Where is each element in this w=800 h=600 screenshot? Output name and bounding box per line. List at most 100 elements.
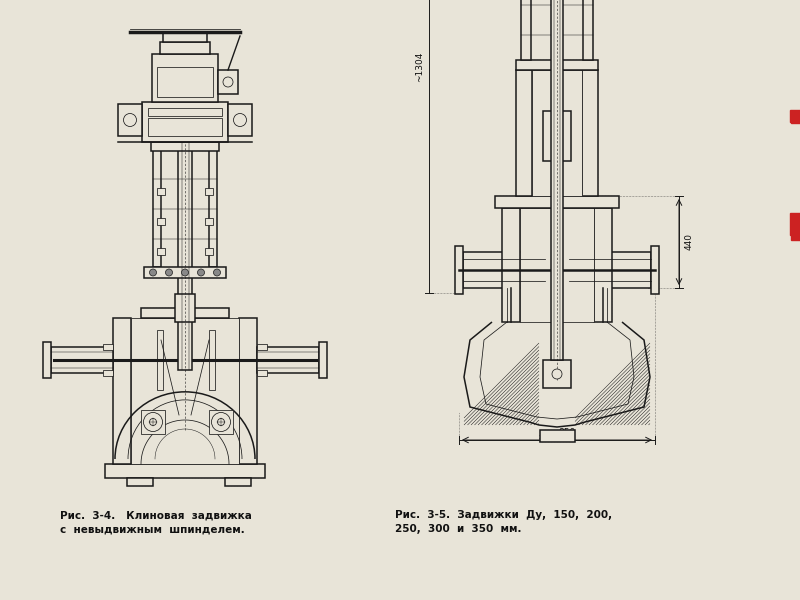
Circle shape [198,269,205,276]
Bar [495,196,619,208]
Bar [105,464,265,478]
Bar [225,478,251,486]
Bar [516,60,598,70]
Text: ~1304: ~1304 [415,52,424,82]
Circle shape [166,269,173,276]
Text: Рис.  3-5.  Задвижки  Ду,  150,  200,: Рис. 3-5. Задвижки Ду, 150, 200, [395,510,612,520]
Bar [521,0,531,60]
Bar [144,267,226,278]
Bar [205,218,213,225]
Bar [520,208,594,322]
Bar [594,208,612,322]
Bar [103,344,113,350]
Bar [790,110,800,122]
Bar [160,42,210,54]
Bar [113,318,131,464]
Bar [151,142,219,151]
Bar [257,370,267,376]
Bar [157,218,165,225]
Circle shape [123,113,137,127]
Bar [502,208,520,322]
Bar [131,318,239,464]
Bar [551,0,563,360]
Bar [113,318,131,464]
Bar [103,370,113,376]
Bar [209,410,233,434]
Bar [144,267,226,278]
Bar [51,347,113,373]
Bar [257,347,319,373]
Bar [543,111,571,161]
Bar [651,246,659,294]
Bar [543,360,571,388]
Text: с  невыдвижным  шпинделем.: с невыдвижным шпинделем. [60,524,245,534]
Bar [791,111,800,123]
Circle shape [552,369,562,379]
Circle shape [214,269,221,276]
Bar [157,330,163,390]
Polygon shape [575,322,650,425]
Circle shape [218,419,225,425]
Circle shape [150,419,157,425]
Bar [594,208,612,322]
Circle shape [234,113,246,127]
Bar [43,342,51,378]
Circle shape [143,413,162,431]
Bar [157,67,213,97]
Bar [583,0,593,60]
Bar [209,330,215,390]
Bar [239,318,257,464]
Bar [539,430,574,442]
Text: 850: 850 [558,428,576,437]
Circle shape [223,77,233,87]
Bar [151,142,219,151]
Bar [209,142,217,267]
Bar [127,478,153,486]
Bar [175,294,195,322]
Bar [178,32,192,370]
Bar [582,70,598,196]
Circle shape [182,269,189,276]
Bar [791,220,800,240]
Bar [157,188,165,195]
Bar [228,104,252,136]
Bar [141,308,229,318]
Bar [516,70,532,196]
Bar [582,70,598,196]
Bar [502,208,520,322]
Bar [539,430,574,442]
Circle shape [150,269,157,276]
Bar [148,108,222,116]
Bar [148,118,222,136]
Bar [569,252,651,288]
Bar [43,342,51,378]
Bar [218,70,238,94]
Bar [257,344,267,350]
Bar [163,32,207,42]
Bar [463,252,545,288]
Bar [105,464,265,478]
Bar [142,102,228,142]
Bar [205,248,213,255]
Bar [516,60,598,70]
Bar [141,410,165,434]
Text: Рис.  3-4.   Клиновая  задвижка: Рис. 3-4. Клиновая задвижка [60,510,252,520]
Bar [175,294,195,322]
Bar [319,342,327,378]
Bar [455,246,463,294]
Bar [455,246,463,294]
Polygon shape [464,322,539,425]
Bar [153,142,161,267]
Bar [319,342,327,378]
Bar [157,248,165,255]
Text: 250,  300  и  350  мм.: 250, 300 и 350 мм. [395,524,522,534]
Text: 440: 440 [685,233,694,251]
Bar [205,188,213,195]
Bar [225,478,251,486]
Bar [532,70,582,196]
Text: Мах 30°: Мах 30° [0,599,1,600]
Bar [127,478,153,486]
Bar [141,308,229,318]
Bar [516,70,532,196]
Bar [152,54,218,102]
